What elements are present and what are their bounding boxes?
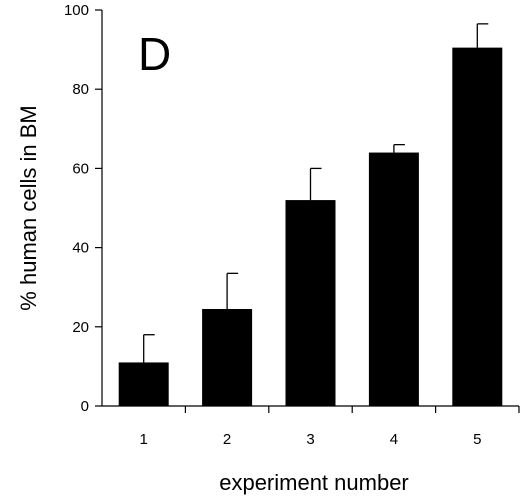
x-axis-title: experiment number <box>219 470 409 495</box>
x-tick-label: 4 <box>390 431 398 448</box>
y-tick-label: 80 <box>72 81 89 98</box>
y-ticks: 0 20 40 60 80 100 <box>64 2 102 415</box>
x-tick-label: 5 <box>473 431 481 448</box>
error-bars <box>143 23 489 363</box>
error-bar-experiment-4 <box>393 143 405 153</box>
error-bar-experiment-3 <box>309 167 322 201</box>
error-bar-experiment-2 <box>226 272 239 309</box>
bar-experiment-2 <box>202 308 253 406</box>
bar-experiment-3 <box>285 200 336 406</box>
y-tick-label: 40 <box>72 240 89 257</box>
x-tick-label: 3 <box>306 431 314 448</box>
y-axis-title: % human cells in BM <box>16 105 41 310</box>
x-tick-label: 2 <box>223 431 231 448</box>
y-tick-label: 0 <box>81 398 89 415</box>
y-tick-label: 20 <box>72 319 89 336</box>
error-bar-experiment-5 <box>476 23 489 48</box>
bar-experiment-5 <box>452 47 503 407</box>
bar-experiment-1 <box>118 362 169 406</box>
x-tick-label: 1 <box>140 431 148 448</box>
error-bar-experiment-1 <box>143 334 155 363</box>
y-tick-label: 100 <box>64 2 89 19</box>
y-tick-label: 60 <box>72 160 89 177</box>
bars <box>118 47 503 407</box>
x-ticks: 1 2 3 4 5 <box>140 406 520 448</box>
panel-letter: D <box>138 28 171 80</box>
bar-experiment-4 <box>368 152 419 406</box>
